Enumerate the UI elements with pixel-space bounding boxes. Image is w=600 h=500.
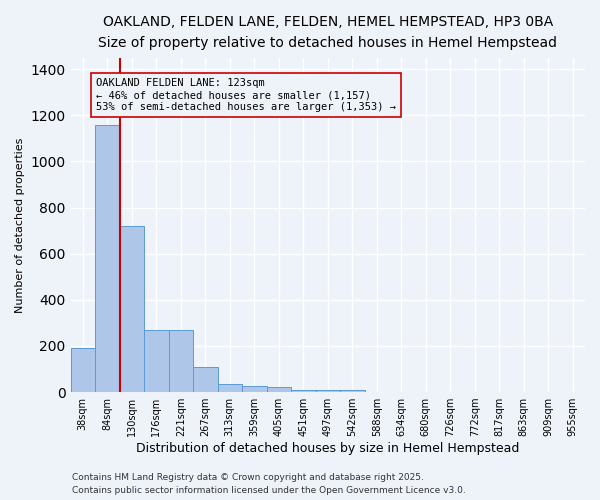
Bar bbox=[193, 367, 218, 392]
Title: OAKLAND, FELDEN LANE, FELDEN, HEMEL HEMPSTEAD, HP3 0BA
Size of property relative: OAKLAND, FELDEN LANE, FELDEN, HEMEL HEMP… bbox=[98, 15, 557, 50]
Bar bbox=[95, 126, 119, 392]
Bar bbox=[340, 390, 365, 392]
Bar bbox=[119, 226, 144, 392]
Text: OAKLAND FELDEN LANE: 123sqm
← 46% of detached houses are smaller (1,157)
53% of : OAKLAND FELDEN LANE: 123sqm ← 46% of det… bbox=[96, 78, 396, 112]
Bar bbox=[316, 390, 340, 392]
Text: Contains HM Land Registry data © Crown copyright and database right 2025.
Contai: Contains HM Land Registry data © Crown c… bbox=[72, 474, 466, 495]
Bar bbox=[144, 330, 169, 392]
Bar bbox=[169, 330, 193, 392]
Y-axis label: Number of detached properties: Number of detached properties bbox=[15, 137, 25, 312]
Bar bbox=[291, 390, 316, 392]
X-axis label: Distribution of detached houses by size in Hemel Hempstead: Distribution of detached houses by size … bbox=[136, 442, 520, 455]
Bar bbox=[71, 348, 95, 392]
Bar bbox=[266, 388, 291, 392]
Bar bbox=[218, 384, 242, 392]
Bar bbox=[242, 386, 266, 392]
